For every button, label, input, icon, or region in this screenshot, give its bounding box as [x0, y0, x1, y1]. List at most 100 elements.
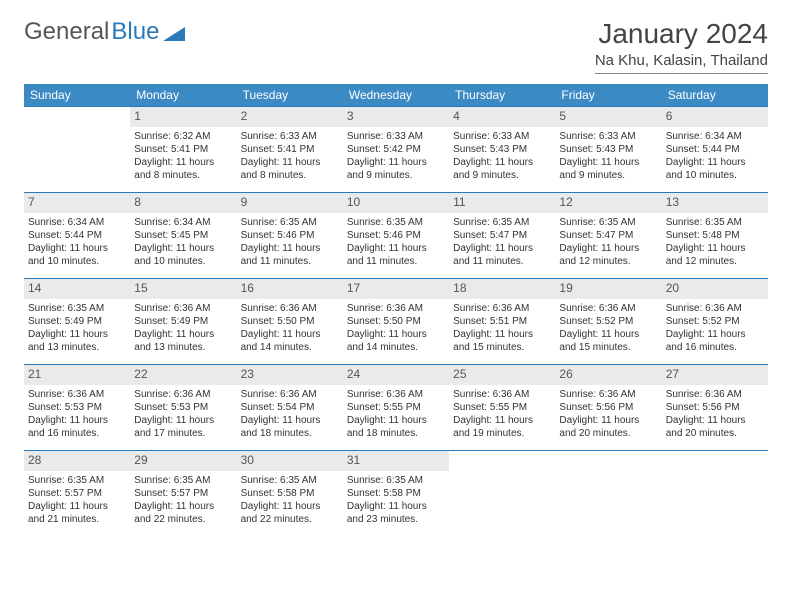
calendar-cell: 31Sunrise: 6:35 AMSunset: 5:58 PMDayligh…	[343, 450, 449, 536]
day-details: Sunrise: 6:36 AMSunset: 5:56 PMDaylight:…	[555, 385, 661, 446]
sunrise-line: Sunrise: 6:32 AM	[134, 130, 232, 143]
day-number: 11	[449, 193, 555, 213]
daylight-line: Daylight: 11 hours and 15 minutes.	[559, 328, 657, 354]
day-number: 2	[237, 107, 343, 127]
calendar-cell: 29Sunrise: 6:35 AMSunset: 5:57 PMDayligh…	[130, 450, 236, 536]
weekday-header: Sunday	[24, 84, 130, 106]
sunrise-line: Sunrise: 6:35 AM	[453, 216, 551, 229]
calendar-cell: 3Sunrise: 6:33 AMSunset: 5:42 PMDaylight…	[343, 106, 449, 192]
day-details: Sunrise: 6:34 AMSunset: 5:45 PMDaylight:…	[130, 213, 236, 274]
calendar-cell: 18Sunrise: 6:36 AMSunset: 5:51 PMDayligh…	[449, 278, 555, 364]
day-number: 30	[237, 451, 343, 471]
daylight-line: Daylight: 11 hours and 17 minutes.	[134, 414, 232, 440]
day-number: 29	[130, 451, 236, 471]
day-details: Sunrise: 6:36 AMSunset: 5:56 PMDaylight:…	[662, 385, 768, 446]
day-details: Sunrise: 6:32 AMSunset: 5:41 PMDaylight:…	[130, 127, 236, 188]
day-number: 14	[24, 279, 130, 299]
sunset-line: Sunset: 5:43 PM	[453, 143, 551, 156]
sunrise-line: Sunrise: 6:36 AM	[559, 388, 657, 401]
calendar-cell: 30Sunrise: 6:35 AMSunset: 5:58 PMDayligh…	[237, 450, 343, 536]
sunrise-line: Sunrise: 6:33 AM	[241, 130, 339, 143]
title-block: January 2024 Na Khu, Kalasin, Thailand	[595, 18, 768, 74]
daylight-line: Daylight: 11 hours and 22 minutes.	[134, 500, 232, 526]
day-details: Sunrise: 6:36 AMSunset: 5:51 PMDaylight:…	[449, 299, 555, 360]
daylight-line: Daylight: 11 hours and 8 minutes.	[134, 156, 232, 182]
calendar-cell: 21Sunrise: 6:36 AMSunset: 5:53 PMDayligh…	[24, 364, 130, 450]
calendar-cell: 19Sunrise: 6:36 AMSunset: 5:52 PMDayligh…	[555, 278, 661, 364]
day-details: Sunrise: 6:36 AMSunset: 5:53 PMDaylight:…	[24, 385, 130, 446]
sunrise-line: Sunrise: 6:34 AM	[134, 216, 232, 229]
daylight-line: Daylight: 11 hours and 10 minutes.	[134, 242, 232, 268]
calendar-cell: 20Sunrise: 6:36 AMSunset: 5:52 PMDayligh…	[662, 278, 768, 364]
day-number: 13	[662, 193, 768, 213]
calendar-cell: 7Sunrise: 6:34 AMSunset: 5:44 PMDaylight…	[24, 192, 130, 278]
day-details: Sunrise: 6:35 AMSunset: 5:57 PMDaylight:…	[24, 471, 130, 532]
sunset-line: Sunset: 5:56 PM	[559, 401, 657, 414]
calendar-cell-empty	[555, 450, 661, 536]
day-details: Sunrise: 6:36 AMSunset: 5:55 PMDaylight:…	[343, 385, 449, 446]
sunrise-line: Sunrise: 6:36 AM	[559, 302, 657, 315]
sunrise-line: Sunrise: 6:36 AM	[453, 388, 551, 401]
day-details: Sunrise: 6:34 AMSunset: 5:44 PMDaylight:…	[662, 127, 768, 188]
logo-text-blue: Blue	[111, 18, 159, 46]
day-details: Sunrise: 6:33 AMSunset: 5:43 PMDaylight:…	[449, 127, 555, 188]
sunset-line: Sunset: 5:58 PM	[347, 487, 445, 500]
logo: GeneralBlue	[24, 18, 185, 46]
calendar-cell: 23Sunrise: 6:36 AMSunset: 5:54 PMDayligh…	[237, 364, 343, 450]
day-details: Sunrise: 6:36 AMSunset: 5:50 PMDaylight:…	[343, 299, 449, 360]
daylight-line: Daylight: 11 hours and 11 minutes.	[453, 242, 551, 268]
header: GeneralBlue January 2024 Na Khu, Kalasin…	[24, 18, 768, 74]
day-details: Sunrise: 6:36 AMSunset: 5:52 PMDaylight:…	[662, 299, 768, 360]
daylight-line: Daylight: 11 hours and 9 minutes.	[559, 156, 657, 182]
sunset-line: Sunset: 5:45 PM	[134, 229, 232, 242]
calendar-cell: 14Sunrise: 6:35 AMSunset: 5:49 PMDayligh…	[24, 278, 130, 364]
daylight-line: Daylight: 11 hours and 8 minutes.	[241, 156, 339, 182]
calendar-cell: 9Sunrise: 6:35 AMSunset: 5:46 PMDaylight…	[237, 192, 343, 278]
sunset-line: Sunset: 5:47 PM	[559, 229, 657, 242]
sunrise-line: Sunrise: 6:36 AM	[134, 388, 232, 401]
day-number: 4	[449, 107, 555, 127]
day-number: 8	[130, 193, 236, 213]
daylight-line: Daylight: 11 hours and 16 minutes.	[666, 328, 764, 354]
day-details: Sunrise: 6:36 AMSunset: 5:49 PMDaylight:…	[130, 299, 236, 360]
sunset-line: Sunset: 5:57 PM	[28, 487, 126, 500]
day-details: Sunrise: 6:35 AMSunset: 5:47 PMDaylight:…	[449, 213, 555, 274]
daylight-line: Daylight: 11 hours and 14 minutes.	[347, 328, 445, 354]
day-number: 9	[237, 193, 343, 213]
logo-triangle-icon	[163, 23, 185, 41]
sunrise-line: Sunrise: 6:36 AM	[347, 302, 445, 315]
day-number: 23	[237, 365, 343, 385]
sunset-line: Sunset: 5:58 PM	[241, 487, 339, 500]
daylight-line: Daylight: 11 hours and 11 minutes.	[347, 242, 445, 268]
sunset-line: Sunset: 5:49 PM	[134, 315, 232, 328]
day-details: Sunrise: 6:33 AMSunset: 5:42 PMDaylight:…	[343, 127, 449, 188]
sunset-line: Sunset: 5:41 PM	[134, 143, 232, 156]
location-label: Na Khu, Kalasin, Thailand	[595, 52, 768, 74]
sunrise-line: Sunrise: 6:36 AM	[666, 302, 764, 315]
daylight-line: Daylight: 11 hours and 11 minutes.	[241, 242, 339, 268]
sunrise-line: Sunrise: 6:34 AM	[666, 130, 764, 143]
day-details: Sunrise: 6:35 AMSunset: 5:46 PMDaylight:…	[343, 213, 449, 274]
day-number: 19	[555, 279, 661, 299]
daylight-line: Daylight: 11 hours and 18 minutes.	[347, 414, 445, 440]
sunset-line: Sunset: 5:44 PM	[666, 143, 764, 156]
weekday-header: Wednesday	[343, 84, 449, 106]
daylight-line: Daylight: 11 hours and 13 minutes.	[28, 328, 126, 354]
daylight-line: Daylight: 11 hours and 20 minutes.	[559, 414, 657, 440]
sunset-line: Sunset: 5:42 PM	[347, 143, 445, 156]
calendar-cell: 26Sunrise: 6:36 AMSunset: 5:56 PMDayligh…	[555, 364, 661, 450]
daylight-line: Daylight: 11 hours and 19 minutes.	[453, 414, 551, 440]
sunrise-line: Sunrise: 6:36 AM	[241, 302, 339, 315]
calendar-cell: 25Sunrise: 6:36 AMSunset: 5:55 PMDayligh…	[449, 364, 555, 450]
day-number: 5	[555, 107, 661, 127]
sunrise-line: Sunrise: 6:36 AM	[666, 388, 764, 401]
day-details: Sunrise: 6:36 AMSunset: 5:52 PMDaylight:…	[555, 299, 661, 360]
sunset-line: Sunset: 5:49 PM	[28, 315, 126, 328]
day-details: Sunrise: 6:35 AMSunset: 5:47 PMDaylight:…	[555, 213, 661, 274]
sunset-line: Sunset: 5:52 PM	[559, 315, 657, 328]
day-number: 20	[662, 279, 768, 299]
sunset-line: Sunset: 5:50 PM	[241, 315, 339, 328]
sunrise-line: Sunrise: 6:35 AM	[347, 474, 445, 487]
sunrise-line: Sunrise: 6:33 AM	[347, 130, 445, 143]
sunset-line: Sunset: 5:54 PM	[241, 401, 339, 414]
